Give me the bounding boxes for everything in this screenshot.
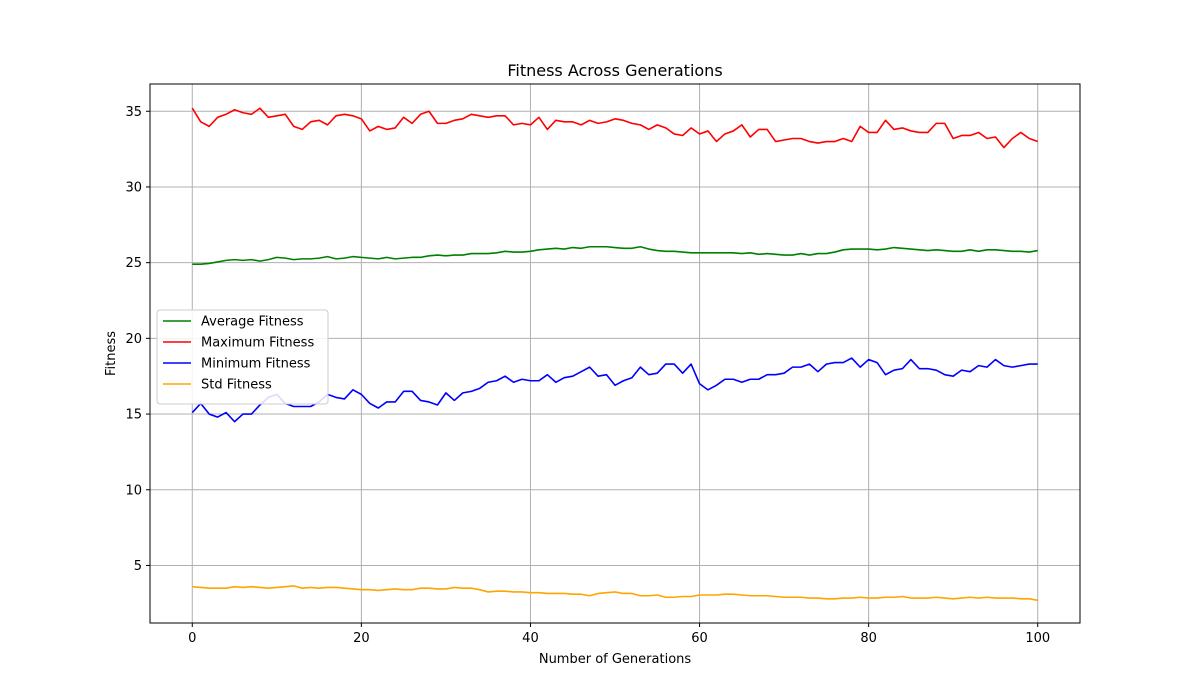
series-line-1 (191, 107, 1038, 149)
chart-title: Fitness Across Generations (507, 61, 722, 80)
legend-label: Average Fitness (201, 315, 304, 330)
x-tick-label: 80 (860, 631, 877, 646)
x-axis-title: Number of Generations (539, 652, 692, 667)
series-line-2 (191, 357, 1038, 423)
y-tick-label: 5 (134, 559, 142, 574)
y-tick-label: 20 (125, 332, 142, 347)
y-axis-title: Fitness (104, 331, 119, 376)
series-line-3 (192, 585, 1038, 602)
y-tick-label: 10 (125, 483, 142, 498)
y-tick-label: 15 (125, 408, 142, 423)
x-tick-label: 40 (522, 631, 539, 646)
legend-box (156, 309, 329, 405)
plot-area-frame (149, 83, 1081, 624)
x-tick-label: 0 (188, 631, 196, 646)
axis-ticks: 0 20 40 60 80 100 5 10 15 20 25 30 35 (125, 105, 1050, 646)
legend-label: Maximum Fitness (201, 336, 314, 351)
legend: Average Fitness Maximum Fitness Minimum Fi… (156, 309, 329, 405)
legend-label: Std Fitness (201, 378, 272, 393)
x-tick-label: 20 (353, 631, 370, 646)
legend-label: Minimum Fitness (201, 357, 311, 372)
series-lines (191, 107, 1038, 602)
grid-lines (150, 84, 1080, 623)
y-tick-label: 30 (125, 180, 142, 195)
x-tick-label: 100 (1025, 631, 1050, 646)
series-line-0 (192, 245, 1038, 265)
y-tick-label: 25 (125, 256, 142, 271)
x-tick-label: 60 (691, 631, 708, 646)
y-tick-label: 35 (125, 105, 142, 120)
